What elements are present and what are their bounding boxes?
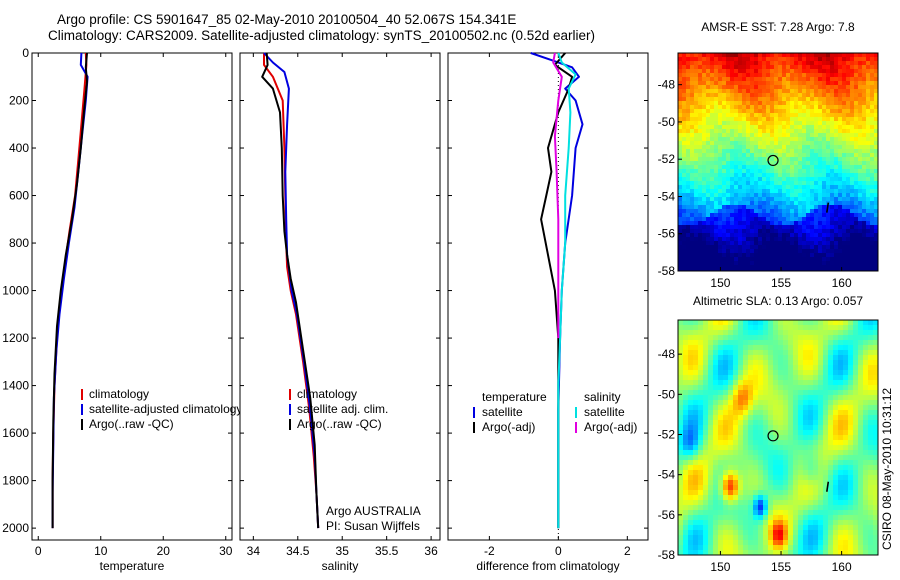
amsr-sst-map-ytick-label: -52	[658, 152, 676, 166]
depth-tick-label: 200	[9, 94, 29, 108]
temperature-profile-xtick-label: 30	[219, 544, 233, 558]
altimetric-sla-map-xtick-label: 150	[710, 560, 730, 574]
altimetric-sla-map-ytick-label: -54	[658, 468, 676, 482]
altimetric-sla-map-ytick-label: -58	[658, 548, 676, 562]
altimetric-sla-map-xtick-label: 155	[771, 560, 791, 574]
amsr-sst-map-ytick-label: -48	[658, 78, 676, 92]
altimetric-sla-map-frame	[677, 319, 879, 556]
depth-tick-label: 1000	[2, 284, 29, 298]
salinity-profile-legend-label: Argo(..raw -QC)	[297, 417, 382, 431]
figure-title-line-2: Climatology: CARS2009. Satellite-adjuste…	[48, 28, 596, 43]
salinity-profile-legend-label: climatology	[297, 387, 357, 401]
depth-tick-label: 1200	[2, 331, 29, 345]
difference-from-climatology-xtick-label: 2	[624, 544, 631, 558]
amsr-sst-map-track-mark	[826, 202, 830, 213]
salinity-profile-series-argo-raw-qc-	[261, 52, 320, 529]
temperature-profile-xtick-label: 10	[94, 544, 108, 558]
depth-tick-label: 800	[9, 236, 29, 250]
temperature-profile-xlabel: temperature	[100, 559, 165, 573]
amsr-sst-map-ytick-label: -54	[658, 189, 676, 203]
salinity-profile-annotation: Argo AUSTRALIA	[326, 504, 421, 518]
depth-tick-label: 1600	[2, 426, 29, 440]
difference-from-climatology-xlabel: difference from climatology	[476, 559, 619, 573]
depth-tick-label: 0	[22, 46, 29, 60]
depth-tick-label: 1800	[2, 474, 29, 488]
altimetric-sla-map-ytick-label: -56	[658, 508, 676, 522]
temperature-profile-xtick-label: 20	[157, 544, 171, 558]
altimetric-sla-map-title: Altimetric SLA: 0.13 Argo: 0.057	[693, 294, 863, 308]
depth-tick-label: 1400	[2, 379, 29, 393]
altimetric-sla-map-ytick-label: -52	[658, 427, 676, 441]
amsr-sst-map-ytick-label: -58	[658, 264, 676, 278]
altimetric-sla-map-xtick-label: 160	[832, 560, 852, 574]
amsr-sst-map-ytick-label: -50	[658, 115, 676, 129]
altimetric-sla-map-ytick-label: -48	[658, 347, 676, 361]
altimetric-sla-map-colour-field	[678, 320, 878, 555]
amsr-sst-map-xtick-label: 150	[710, 276, 730, 290]
amsr-sst-map-ytick-label: -56	[658, 227, 676, 241]
temperature-profile-legend-label: Argo(..raw -QC)	[89, 417, 174, 431]
altimetric-sla-map-track-mark	[826, 481, 830, 492]
difference-legend-label: Argo(-adj)	[482, 420, 535, 434]
difference-legend-label: Argo(-adj)	[584, 420, 637, 434]
altimetric-sla-map-float-position-marker	[767, 430, 779, 442]
difference-from-climatology-xtick-label: -2	[484, 544, 495, 558]
salinity-profile-xtick-label: 36	[424, 544, 438, 558]
difference-legend-title: temperature	[482, 390, 547, 404]
temperature-profile-legend-label: satellite-adjusted climatology	[89, 402, 242, 416]
depth-tick-label: 600	[9, 189, 29, 203]
salinity-profile-frame	[239, 52, 441, 541]
depth-tick-label: 2000	[2, 521, 29, 535]
temperature-profile-series-argo-raw-qc-	[51, 52, 88, 529]
difference-from-climatology-series-salinity-satellite	[557, 52, 577, 529]
figure-title-line-1: Argo profile: CS 5901647_85 02-May-2010 …	[57, 12, 517, 27]
salinity-profile-xlabel: salinity	[322, 559, 359, 573]
difference-from-climatology-xtick-label: 0	[555, 544, 562, 558]
difference-from-climatology-panel: -2 0 2 difference from climatology temperatu…	[447, 52, 649, 573]
salinity-profile-panel: 34 34.5 35 35.5 36 salinity climatologysatelli…	[239, 52, 441, 573]
amsr-sst-map-frame	[677, 52, 879, 272]
salinity-profile-xtick-label: 35	[336, 544, 350, 558]
difference-from-climatology-frame	[447, 52, 649, 541]
amsr-sst-map-xtick-label: 155	[771, 276, 791, 290]
salinity-profile-xtick-label: 34	[247, 544, 261, 558]
depth-tick-label: 400	[9, 141, 29, 155]
temperature-profile-xtick-label: 0	[35, 544, 42, 558]
amsr-sst-map-title: AMSR-E SST: 7.28 Argo: 7.8	[701, 20, 855, 34]
salinity-profile-legend-label: satellite adj. clim.	[297, 402, 388, 416]
difference-legend-title: salinity	[584, 390, 621, 404]
altimetric-sla-map-ytick-label: -50	[658, 387, 676, 401]
amsr-sst-map-colour-field	[678, 53, 878, 271]
difference-from-climatology-series-salinity-argo-adj-	[552, 52, 563, 339]
difference-legend-label: satellite	[584, 405, 625, 419]
temperature-profile-frame	[31, 52, 233, 541]
salinity-profile-annotation: PI: Susan Wijffels	[326, 519, 420, 533]
temperature-profile-legend-label: climatology	[89, 387, 149, 401]
salinity-profile-xtick-label: 34.5	[286, 544, 310, 558]
amsr-sst-map-xtick-label: 160	[832, 276, 852, 290]
temperature-profile-panel: 0 10 20 30 0 200 400 600 800 1000 1200 1400 1600 1800…	[2, 46, 242, 573]
salinity-profile-xtick-label: 35.5	[375, 544, 399, 558]
amsr-sst-map-float-position-marker	[767, 154, 779, 167]
difference-legend-label: satellite	[482, 405, 523, 419]
altimetric-sla-map-panel: Altimetric SLA: 0.13 Argo: 0.057 150 155 16…	[658, 294, 879, 574]
amsr-sst-map-panel: AMSR-E SST: 7.28 Argo: 7.8 150 155 160 -48 -5…	[658, 20, 879, 290]
